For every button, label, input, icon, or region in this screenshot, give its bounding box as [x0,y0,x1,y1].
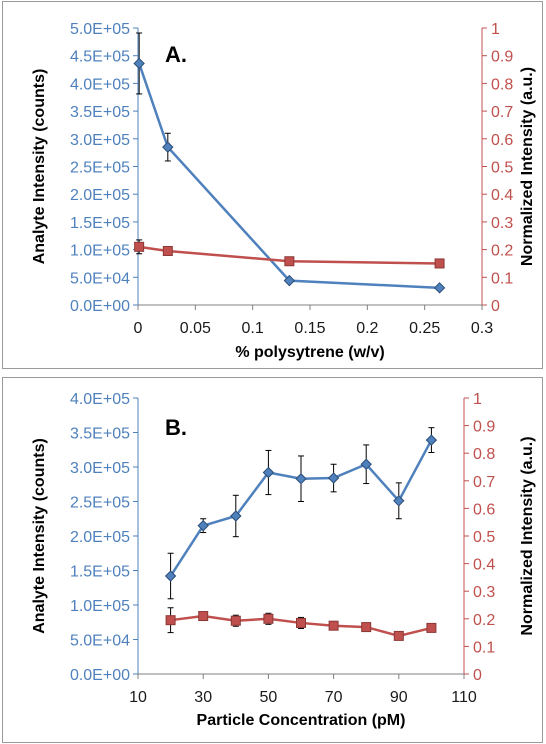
x-tick-label-a: 0.2 [356,320,378,337]
data-point-b [426,622,437,633]
chart-b-svg: 0.0E+00 5.0E+04 1.0E+05 1.5E+05 2.0E+05 2.5E+… [31,391,536,729]
x-tick-label-a: 0.05 [180,320,211,337]
y2-tick-label-b: 0.6 [473,501,495,518]
x-tick-label-a: 0.25 [409,320,440,337]
y2-tick-label-a: 0.3 [491,215,513,232]
y2-tick-label-a: 0.5 [491,160,513,177]
y2-tick-label-a: 0.9 [491,49,513,66]
y-tick-label-a: 3.0E+05 [70,132,130,149]
data-point-b [393,630,404,641]
y2-tick-label-a: 0.6 [491,132,513,149]
data-point-a [133,57,145,70]
y2-tick-label-a: 0.8 [491,76,513,93]
data-point-a [162,245,173,256]
y2-axis-title-a: Normalized Intensity (a.u.) [519,67,536,266]
y2-tick-label-a: 1 [491,21,500,38]
data-point-b [198,611,209,622]
y-tick-label-a: 3.5E+05 [70,104,130,121]
data-point-b [165,615,176,626]
x-axis-title-a: % polysytrene (w/v) [235,344,384,361]
y-tick-label-a: 2.5E+05 [70,160,130,177]
x-tick-label-b: 10 [129,689,147,706]
x-axis-title-b: Particle Concentration (pM) [197,712,406,729]
data-point-b [197,519,209,532]
data-point-a [284,256,295,267]
y2-tick-label-a: 0.4 [491,187,513,204]
data-point-b [425,434,438,446]
data-point-a [283,274,296,287]
y2-tick-label-a: 0.7 [491,104,513,121]
chart-panel-a: 0.0E+00 5.0E+04 1.0E+05 1.5E+05 2.0E+05 2.5E+… [2,1,543,369]
data-point-b [328,620,339,631]
y2-tick-label-a: 0 [491,298,500,315]
panel-label-a: A. [165,42,187,67]
x-tick-label-b: 50 [260,689,278,706]
y-tick-label-b: 1.0E+05 [70,598,130,615]
x-tick-label-b: 70 [325,689,343,706]
y2-tick-label-b: 0.8 [473,446,495,463]
series-line-a-0 [137,63,440,290]
y-tick-label-b: 3.0E+05 [70,460,130,477]
y-tick-label-b: 1.5E+05 [70,564,130,581]
panel-label-b: B. [165,415,187,440]
y-axis-title-a: Analyte Intensity (counts) [31,69,48,265]
y2-tick-label-a: 0.2 [491,243,513,260]
data-point-b [262,466,275,479]
y-tick-label-a: 2.0E+05 [70,187,130,204]
y-tick-label-a: 4.0E+05 [70,76,130,93]
y2-tick-label-b: 0.1 [473,639,495,656]
y-tick-label-b: 0.0E+00 [70,667,130,684]
y2-tick-label-b: 1 [473,391,482,408]
data-point-b [393,495,405,507]
data-point-b [164,570,177,582]
x-tick-label-a: 0 [134,320,143,337]
data-point-b [361,622,372,633]
y2-axis-title-b: Normalized Intensity (a.u.) [519,436,536,635]
data-point-b [230,510,242,522]
y2-tick-label-b: 0.5 [473,529,495,546]
x-tick-label-b: 110 [451,689,477,706]
data-point-a [134,241,145,252]
y-tick-label-a: 0.0E+00 [70,298,130,315]
y-tick-label-a: 4.5E+05 [70,49,130,66]
data-point-b [296,617,306,628]
x-tick-label-b: 30 [194,689,212,706]
y2-tick-label-b: 0.4 [473,557,495,574]
x-tick-label-a: 0.15 [294,320,325,337]
y2-tick-label-b: 0.9 [473,419,495,436]
data-point-a [434,258,445,269]
y-axis-title-b: Analyte Intensity (counts) [31,438,48,634]
y-tick-label-a: 1.5E+05 [70,215,130,232]
y-tick-label-b: 2.5E+05 [70,495,130,512]
x-tick-label-a: 0.1 [242,320,264,337]
data-point-b [327,472,340,484]
x-tick-label-b: 90 [390,689,408,706]
y-tick-label-a: 1.0E+05 [70,243,130,260]
y2-tick-label-b: 0.7 [473,474,495,491]
y-tick-label-a: 5.0E+04 [70,270,130,287]
data-point-b [263,613,274,624]
x-tick-label-a: 0.3 [471,320,493,337]
y-tick-label-b: 2.0E+05 [70,529,130,546]
data-point-b [295,473,307,485]
data-point-a [162,141,174,153]
y2-tick-label-b: 0 [473,667,482,684]
y-tick-label-b: 5.0E+04 [70,633,130,650]
chart-a-svg: 0.0E+00 5.0E+04 1.0E+05 1.5E+05 2.0E+05 2.5E+… [31,21,536,361]
data-point-b [360,458,372,470]
y-tick-label-b: 4.0E+05 [70,391,130,408]
y-tick-label-b: 3.5E+05 [70,426,130,443]
data-point-b [230,615,241,626]
y2-tick-label-a: 0.1 [491,270,513,287]
series-line-a-1 [138,245,440,265]
y-tick-label-a: 5.0E+05 [70,21,130,38]
y2-tick-label-b: 0.3 [473,584,495,601]
y2-tick-label-b: 0.2 [473,612,495,629]
data-point-a [433,282,446,294]
chart-panel-b: 0.0E+00 5.0E+04 1.0E+05 1.5E+05 2.0E+05 2.5E+… [2,377,543,743]
